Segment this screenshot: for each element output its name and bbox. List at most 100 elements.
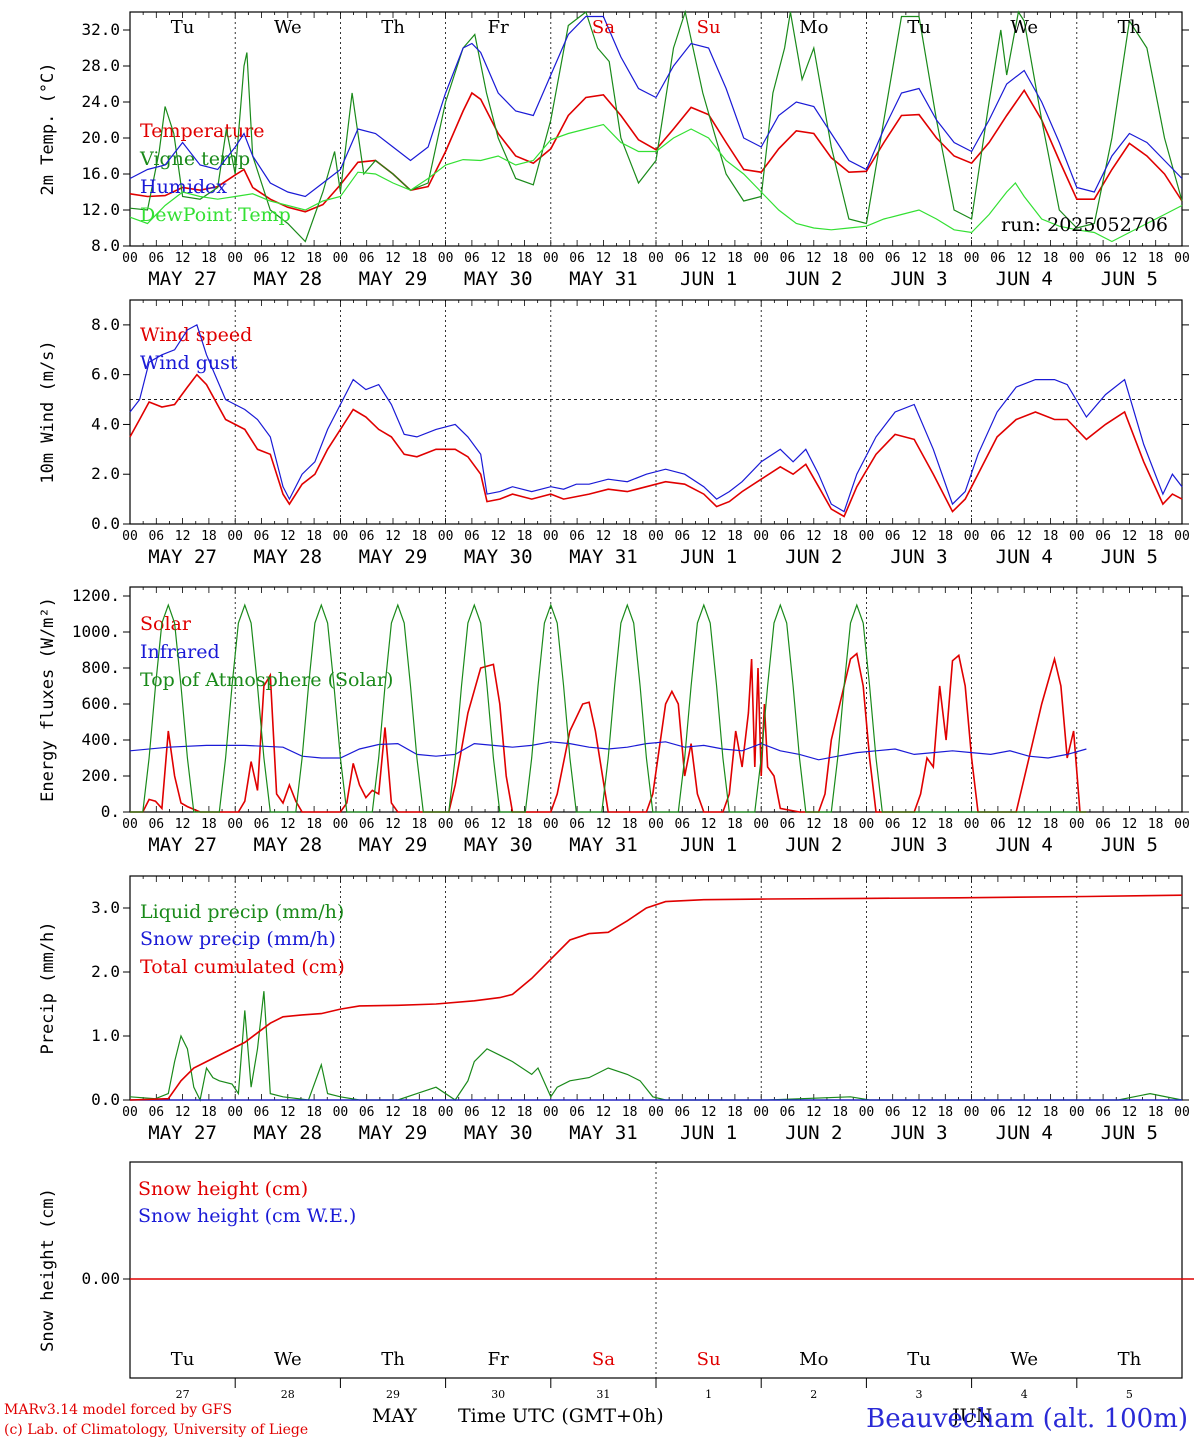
y-tick-label: 1.0 — [91, 1026, 120, 1045]
weekday-label: Th — [381, 17, 405, 38]
x-date-label: JUN 3 — [890, 268, 947, 290]
x-hour-label: 18 — [411, 529, 427, 544]
series-line-vigne-temp — [129, 9, 1183, 243]
x-date-label: MAY 28 — [253, 834, 322, 856]
y-axis-label: Energy fluxes (W/m²) — [38, 597, 58, 802]
x-hour-label: 00 — [333, 251, 349, 266]
x-hour-label: 00 — [964, 1105, 980, 1120]
x-date-label: MAY 29 — [359, 1122, 428, 1144]
y-tick-label: 1000. — [72, 622, 120, 641]
x-hour-label: 12 — [490, 817, 506, 832]
day-number-label: 29 — [386, 1388, 400, 1401]
x-hour-label: 18 — [306, 251, 322, 266]
x-hour-label: 00 — [122, 251, 138, 266]
weekday-label-bottom: Mo — [799, 1349, 828, 1370]
x-date-label: JUN 5 — [1101, 268, 1158, 290]
x-hour-label: 12 — [490, 251, 506, 266]
x-date-label: MAY 30 — [464, 834, 533, 856]
x-hour-label: 06 — [885, 817, 901, 832]
x-hour-label: 12 — [1122, 1105, 1138, 1120]
y-axis-label: Snow height (cm) — [38, 1188, 58, 1352]
y-tick-label: 1200. — [72, 586, 120, 605]
x-hour-label: 12 — [1016, 251, 1032, 266]
x-hour-label: 06 — [569, 1105, 585, 1120]
run-annotation: run: 2025052706 — [1001, 214, 1168, 236]
x-hour-label: 12 — [911, 529, 927, 544]
x-date-label: MAY 27 — [148, 268, 217, 290]
y-tick-label: 800. — [81, 658, 120, 677]
x-hour-label: 18 — [727, 251, 743, 266]
y-tick-label: 200. — [81, 766, 120, 785]
lab-credit: (c) Lab. of Climatology, University of L… — [4, 1422, 308, 1438]
series-line-wind-gust — [129, 324, 1183, 513]
x-hour-label: 06 — [148, 817, 164, 832]
y-axis-label: 10m Wind (m/s) — [38, 340, 58, 483]
x-hour-label: 00 — [227, 817, 243, 832]
x-hour-label: 18 — [1148, 1105, 1164, 1120]
x-date-label: MAY 31 — [569, 546, 638, 568]
weekday-label: Mo — [799, 17, 828, 38]
y-tick-label: 32.0 — [81, 20, 120, 39]
x-hour-label: 18 — [411, 817, 427, 832]
x-hour-label: 06 — [359, 251, 375, 266]
x-hour-label: 12 — [175, 817, 191, 832]
x-date-label: MAY 31 — [569, 1122, 638, 1144]
x-hour-label: 00 — [543, 1105, 559, 1120]
x-hour-label: 00 — [122, 817, 138, 832]
x-hour-label: 06 — [780, 529, 796, 544]
x-hour-label: 06 — [885, 251, 901, 266]
weekday-label-bottom: Su — [697, 1349, 721, 1370]
x-hour-label: 00 — [227, 529, 243, 544]
y-tick-label: 3.0 — [91, 898, 120, 917]
x-hour-label: 00 — [1069, 251, 1085, 266]
x-hour-label: 00 — [333, 1105, 349, 1120]
x-hour-label: 12 — [1016, 817, 1032, 832]
x-date-label: JUN 2 — [785, 834, 842, 856]
x-hour-label: 12 — [280, 529, 296, 544]
weekday-label: Tu — [907, 17, 931, 38]
x-hour-label: 06 — [464, 817, 480, 832]
x-hour-label: 18 — [622, 529, 638, 544]
x-hour-label: 06 — [990, 529, 1006, 544]
x-date-label: JUN 3 — [890, 834, 947, 856]
weekday-label-bottom: Th — [1118, 1349, 1142, 1370]
x-hour-label: 12 — [911, 251, 927, 266]
x-date-label: JUN 1 — [680, 834, 737, 856]
weekday-label: We — [274, 17, 302, 38]
x-date-label: MAY 31 — [569, 268, 638, 290]
x-hour-label: 18 — [1043, 1105, 1059, 1120]
x-hour-label: 00 — [1174, 251, 1190, 266]
x-date-label: MAY 27 — [148, 834, 217, 856]
x-hour-label: 06 — [1095, 817, 1111, 832]
x-hour-label: 18 — [411, 1105, 427, 1120]
weekday-label-bottom: Th — [381, 1349, 405, 1370]
x-hour-label: 18 — [1148, 529, 1164, 544]
x-date-label: MAY 31 — [569, 834, 638, 856]
x-hour-label: 12 — [385, 251, 401, 266]
x-hour-label: 18 — [937, 529, 953, 544]
day-number-label: 4 — [1021, 1388, 1028, 1401]
legend-humidex: Humidex — [140, 176, 227, 198]
x-hour-label: 12 — [385, 817, 401, 832]
x-hour-label: 00 — [122, 1105, 138, 1120]
x-hour-label: 06 — [569, 817, 585, 832]
x-hour-label: 00 — [227, 251, 243, 266]
weekday-label: Su — [697, 17, 721, 38]
legend-snow-height-cm-w-e-: Snow height (cm W.E.) — [138, 1205, 356, 1227]
day-number-label: 3 — [916, 1388, 923, 1401]
x-hour-label: 18 — [201, 817, 217, 832]
x-hour-label: 18 — [1148, 817, 1164, 832]
x-hour-label: 18 — [937, 251, 953, 266]
x-hour-label: 06 — [1095, 251, 1111, 266]
legend-snow-precip-mm-h-: Snow precip (mm/h) — [140, 928, 336, 950]
x-hour-label: 12 — [280, 1105, 296, 1120]
x-hour-label: 06 — [885, 1105, 901, 1120]
x-hour-label: 12 — [806, 1105, 822, 1120]
legend-solar: Solar — [140, 613, 192, 635]
x-hour-label: 06 — [674, 1105, 690, 1120]
legend-top-of-atmosphere-solar-: Top of Atmosphere (Solar) — [140, 669, 393, 691]
y-tick-label: 0. — [101, 802, 120, 821]
x-hour-label: 12 — [1122, 817, 1138, 832]
x-date-label: JUN 4 — [996, 268, 1053, 290]
